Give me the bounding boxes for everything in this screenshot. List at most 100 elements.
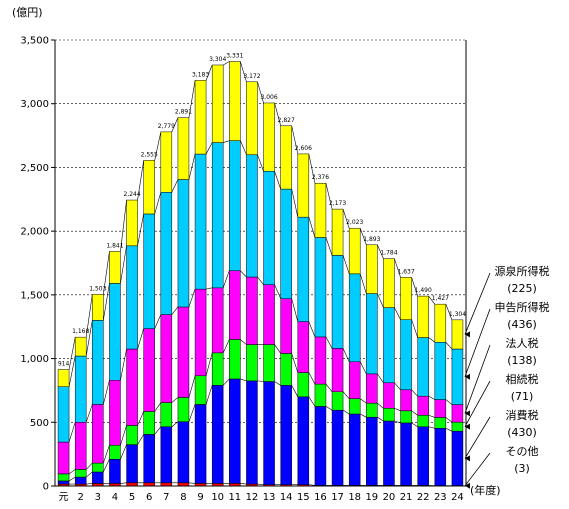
x-tick-label: 14 bbox=[280, 492, 293, 503]
x-tick-label: 7 bbox=[163, 492, 169, 503]
bar-segment bbox=[211, 352, 224, 386]
total-data-label: 1,784 bbox=[380, 250, 397, 257]
legend-pointer-line bbox=[464, 344, 491, 414]
bar-segment bbox=[297, 153, 310, 218]
bar-segment bbox=[383, 420, 395, 486]
bar-segment bbox=[314, 383, 327, 407]
bar-segment bbox=[57, 441, 70, 475]
total-data-label: 1,427 bbox=[432, 295, 449, 302]
bar-segment bbox=[348, 398, 361, 415]
bar-segment bbox=[297, 372, 310, 398]
bar-segment bbox=[280, 385, 292, 485]
bar-segment bbox=[297, 216, 310, 322]
bar-segment bbox=[57, 369, 70, 387]
bar-segment bbox=[280, 353, 292, 386]
bar-segment bbox=[434, 342, 447, 400]
bar-segment bbox=[229, 61, 241, 141]
legend-pointer-arrowhead bbox=[464, 410, 470, 417]
bar-segment bbox=[366, 373, 378, 404]
bar-segment bbox=[383, 307, 395, 384]
legend-entry-name: 消費税 bbox=[506, 408, 539, 422]
legend-pointer-arrowhead bbox=[464, 423, 470, 430]
total-data-label: 1,168 bbox=[72, 328, 89, 335]
x-tick-label: 19 bbox=[365, 492, 378, 503]
bar-segment bbox=[451, 404, 464, 423]
bar-segment bbox=[383, 382, 395, 409]
total-data-label: 3,304 bbox=[209, 56, 226, 63]
bar-segment bbox=[126, 348, 138, 426]
bar-segment bbox=[451, 421, 464, 432]
series-connector bbox=[68, 378, 453, 482]
legend-pointer-arrowhead bbox=[464, 331, 470, 338]
bar-segment bbox=[417, 415, 429, 427]
bar-segment bbox=[314, 406, 327, 486]
x-tick-label: 21 bbox=[400, 492, 413, 503]
bar-segment bbox=[143, 328, 155, 412]
bar-segment bbox=[417, 295, 429, 338]
legend-pointer-arrowhead bbox=[464, 482, 470, 489]
bar-segment bbox=[194, 404, 207, 484]
bar-segment bbox=[246, 344, 258, 382]
bar-segment bbox=[400, 410, 412, 424]
bar-segment bbox=[57, 480, 70, 485]
bar-segment bbox=[314, 182, 327, 238]
total-data-label: 2,779 bbox=[158, 123, 175, 130]
bar-segment bbox=[194, 153, 207, 290]
bar-segment bbox=[348, 227, 361, 275]
bar-segment bbox=[246, 154, 258, 278]
y-tick-label: 2,500 bbox=[20, 163, 49, 174]
total-data-label: 2,173 bbox=[329, 200, 346, 207]
bar-segment bbox=[314, 237, 327, 338]
bar-segment bbox=[417, 426, 429, 486]
bar-segment bbox=[366, 293, 378, 375]
bar-segment bbox=[400, 389, 412, 412]
bar-segment bbox=[383, 408, 395, 422]
bar-segment bbox=[109, 379, 121, 446]
bar-segment bbox=[126, 245, 138, 350]
bar-segment bbox=[434, 399, 447, 418]
total-data-label: 1,637 bbox=[397, 268, 414, 275]
bar-segment bbox=[263, 284, 275, 345]
legend-entry-name: 源泉所得税 bbox=[495, 264, 550, 278]
x-tick-label: 23 bbox=[434, 492, 447, 503]
y-unit-label: (億円) bbox=[12, 6, 43, 19]
axes bbox=[54, 40, 467, 487]
series-connector bbox=[68, 270, 453, 443]
bar-segment bbox=[74, 355, 87, 423]
bar-segment bbox=[194, 288, 207, 377]
bar-segment bbox=[451, 430, 464, 486]
bar-segment bbox=[74, 422, 87, 470]
bar-segment bbox=[331, 348, 344, 392]
bar-segment bbox=[297, 321, 310, 373]
bar-segment bbox=[177, 397, 190, 422]
labels: (億円) (年度) 0 500 1,000 1,500 2,000 2,500 3,000 3… bbox=[12, 6, 501, 503]
bar-segment bbox=[126, 199, 138, 247]
legend-entry-value: (430) bbox=[507, 426, 537, 439]
bar-segment bbox=[57, 473, 70, 482]
bar-segment bbox=[126, 425, 138, 445]
total-data-label: 1,503 bbox=[89, 285, 106, 292]
legend-pointer-line bbox=[464, 272, 491, 335]
total-data-label: 3,172 bbox=[243, 73, 260, 80]
bar-segment bbox=[160, 402, 173, 427]
x-tick-label: 22 bbox=[417, 492, 430, 503]
bar-segment bbox=[74, 336, 87, 357]
bar-segment bbox=[331, 409, 344, 486]
total-data-label: 2,606 bbox=[295, 145, 312, 152]
total-data-label: 3,331 bbox=[226, 53, 243, 60]
series-connector bbox=[68, 61, 453, 370]
y-tick-label: 3,000 bbox=[20, 99, 49, 110]
x-tick-label: 24 bbox=[451, 492, 464, 503]
bar-segment bbox=[280, 188, 292, 299]
bar-segment bbox=[331, 391, 344, 411]
bar-segment bbox=[400, 277, 412, 320]
bar-segment bbox=[211, 385, 224, 484]
legend-entry-name: 相続税 bbox=[506, 372, 539, 386]
y-tick-label: 2,000 bbox=[20, 227, 49, 238]
bar-segment bbox=[160, 192, 173, 315]
y-tick-label: 3,500 bbox=[20, 36, 49, 47]
legend-pointer-arrowhead bbox=[464, 455, 470, 462]
bar-segment bbox=[229, 339, 241, 380]
bar-segment bbox=[263, 102, 275, 172]
